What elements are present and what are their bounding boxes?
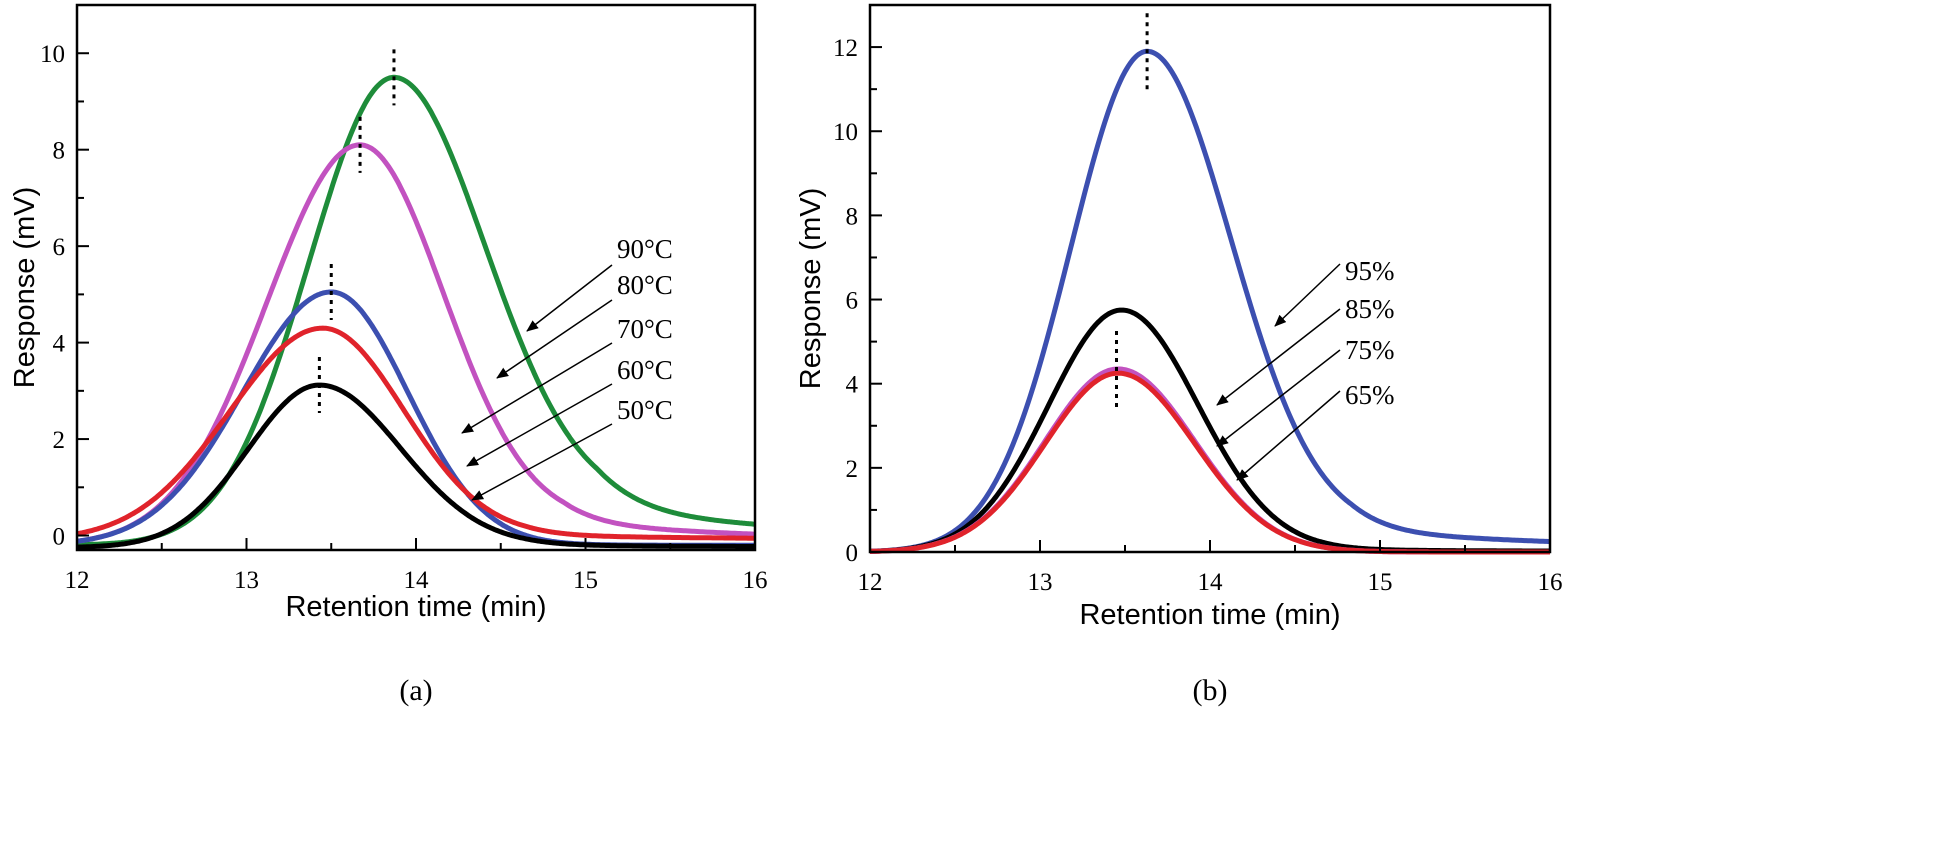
x-tick-label: 15 [573,567,598,594]
legend-label: 60°C [617,355,673,385]
legend-arrow [1274,263,1341,327]
legend-label: 80°C [617,270,673,300]
x-tick-label: 15 [1368,569,1393,596]
series-line-80°C [76,142,756,544]
legend-arrow [1216,308,1341,406]
legend-arrow [466,383,613,467]
panel-b: 12 13 14 15 16 0 2 4 6 8 10 12 Retention time (min) R… [795,3,1563,707]
legend-arrow [1216,349,1341,447]
y-tick-label: 12 [833,35,858,62]
legend-label: 50°C [617,395,673,425]
x-tick-label: 12 [65,567,90,594]
legend-arrow [471,423,613,501]
y-tick-label: 8 [846,203,859,230]
y-tick-label: 2 [53,427,66,454]
x-axis-label: Retention time (min) [285,591,546,623]
x-tick-label: 16 [743,567,768,594]
legend-arrow [1236,390,1341,481]
panel-a: 12 13 14 15 16 0 2 4 6 8 10 Retention time (min) Res… [9,3,768,707]
y-tick-label: 2 [846,456,859,483]
panel-label: (a) [399,674,432,707]
x-tick-label: 13 [234,567,259,594]
y-tick-label: 10 [833,119,858,146]
x-tick-label: 14 [404,567,430,594]
series-line-95% [869,48,1551,554]
legend-label: 75% [1345,335,1395,365]
x-axis-label: Retention time (min) [1079,599,1340,631]
legend-label: 95% [1345,256,1395,286]
x-tick-label: 14 [1198,569,1224,596]
panel-label: (b) [1193,674,1228,707]
y-tick-label: 6 [53,234,66,261]
plot-frame [868,3,1552,554]
legend-arrow [496,299,613,379]
y-tick-label: 0 [846,540,859,567]
x-tick-label: 16 [1538,569,1563,596]
series-line-65% [869,370,1551,555]
series-line-75% [869,366,1551,555]
y-axis-label: Response (mV) [795,188,827,389]
y-tick-label: 10 [40,41,65,68]
legend-label: 90°C [617,234,673,264]
legend-label: 65% [1345,380,1395,410]
y-tick-label: 4 [53,331,66,358]
y-tick-label: 4 [846,372,859,399]
legend-label: 70°C [617,314,673,344]
legend-label: 85% [1345,294,1395,324]
legend-arrow [461,342,613,434]
x-tick-label: 13 [1028,569,1053,596]
legend-arrow [526,264,613,332]
series-line-60°C [76,325,756,541]
y-tick-label: 8 [53,138,66,165]
x-tick-label: 12 [858,569,883,596]
series-line-50°C [76,382,756,550]
y-axis-label: Response (mV) [9,187,41,388]
y-tick-label: 0 [53,524,66,551]
y-tick-label: 6 [846,288,859,315]
